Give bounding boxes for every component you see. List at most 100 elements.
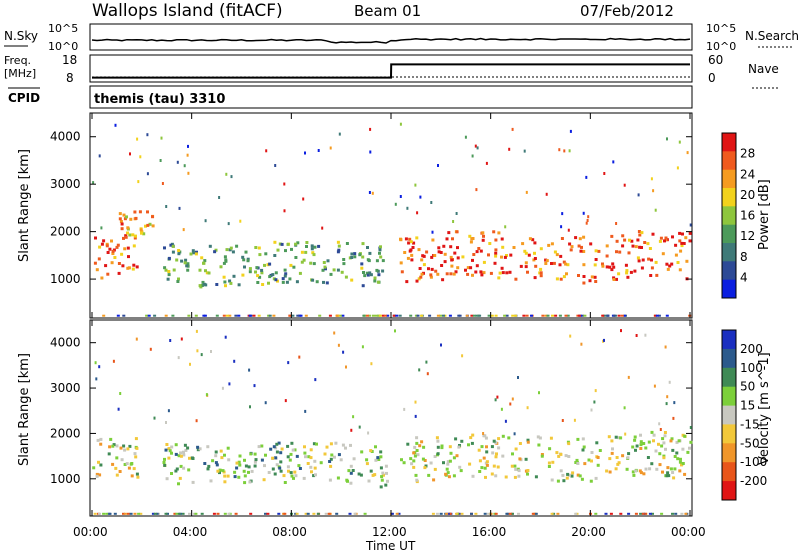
echo-cell <box>248 480 252 484</box>
echo-cell <box>283 274 287 278</box>
echo-cell <box>680 463 683 467</box>
echo-cell <box>269 447 273 451</box>
echo-cell <box>647 257 651 261</box>
y-tick-label: 2000 <box>50 225 81 239</box>
echo-cell <box>449 451 453 455</box>
echo-cell <box>471 273 474 277</box>
echo-cell <box>218 196 221 199</box>
echo-cell <box>155 512 159 515</box>
echo-cell <box>455 512 458 515</box>
echo-cell <box>110 239 113 243</box>
echo-cell <box>287 361 290 365</box>
echo-cell <box>513 475 517 479</box>
echo-cell <box>140 231 143 235</box>
echo-cell <box>122 444 126 448</box>
echo-cell <box>459 469 463 473</box>
echo-cell <box>202 314 206 317</box>
echo-cell <box>373 276 377 280</box>
echo-cell <box>567 442 571 446</box>
echo-cell <box>373 473 377 477</box>
echo-cell <box>460 512 464 515</box>
echo-cell <box>336 476 340 480</box>
echo-cell <box>285 280 289 284</box>
echo-cell <box>223 280 227 284</box>
power-panel-frame <box>89 112 693 319</box>
echo-cell <box>453 251 457 255</box>
echo-cell <box>458 444 461 447</box>
echo-cell <box>538 436 542 440</box>
echo-cell <box>623 314 627 317</box>
echo-cell <box>260 444 264 448</box>
echo-cell <box>175 467 179 471</box>
echo-cell <box>321 226 324 230</box>
echo-cell <box>468 462 472 466</box>
echo-cell <box>632 473 636 477</box>
echo-cell <box>523 149 526 153</box>
echo-cell <box>386 479 389 483</box>
echo-cell <box>222 261 226 265</box>
x-tick-label: 16:00 <box>472 525 507 539</box>
echo-cell <box>419 275 423 279</box>
echo-cell <box>219 265 223 269</box>
echo-cell <box>637 230 641 233</box>
echo-cell <box>605 244 609 248</box>
colorbar-tick-label: -15 <box>740 417 760 431</box>
echo-cell <box>272 445 276 449</box>
echo-cell <box>218 471 221 475</box>
echo-cell <box>413 445 417 449</box>
echo-cell <box>425 360 428 364</box>
echo-cell <box>650 430 654 434</box>
echo-cell <box>211 459 215 463</box>
echo-cell <box>98 473 102 477</box>
echo-cell <box>627 251 631 255</box>
echo-cell <box>369 449 373 453</box>
echo-cell <box>503 314 507 317</box>
echo-cell <box>513 432 516 436</box>
echo-cell <box>518 457 522 461</box>
echo-cell <box>296 241 300 245</box>
echo-cell <box>253 464 257 468</box>
echo-cell <box>196 448 200 452</box>
echo-cell <box>258 275 262 279</box>
echo-cell <box>431 230 434 234</box>
echo-cell <box>674 243 678 247</box>
echo-cell <box>379 255 383 259</box>
echo-cell <box>111 252 115 255</box>
echo-cell <box>237 475 241 479</box>
echo-cell <box>280 447 284 451</box>
echo-cell <box>267 314 271 317</box>
echo-cell <box>651 232 655 236</box>
echo-cell <box>379 466 383 470</box>
echo-cell <box>526 270 529 274</box>
echo-cell <box>306 512 310 515</box>
echo-cell <box>658 452 662 456</box>
echo-cell <box>124 235 128 239</box>
echo-cell <box>688 239 692 243</box>
echo-cell <box>504 419 507 423</box>
echo-cell <box>524 265 528 269</box>
echo-cell <box>97 460 100 464</box>
echo-cell <box>553 250 557 254</box>
echo-cell <box>674 512 678 515</box>
echo-cell <box>654 449 658 453</box>
echo-cell <box>126 231 129 235</box>
echo-cell <box>394 202 397 206</box>
echo-cell <box>410 258 414 262</box>
echo-cell <box>664 447 667 451</box>
echo-cell <box>429 273 433 277</box>
echo-cell <box>428 314 432 317</box>
echo-cell <box>423 466 427 470</box>
echo-cell <box>641 512 645 515</box>
y-tick-label: 3000 <box>50 177 81 191</box>
echo-cell <box>664 236 668 240</box>
echo-cell <box>482 271 486 275</box>
echo-cell <box>511 127 514 131</box>
echo-cell <box>615 277 618 281</box>
echo-cell <box>661 437 665 441</box>
echo-cell <box>610 439 614 443</box>
echo-cell <box>133 512 137 515</box>
echo-cell <box>183 261 187 265</box>
echo-cell <box>652 439 655 443</box>
echo-cell <box>665 474 669 478</box>
echo-cell <box>332 268 336 272</box>
